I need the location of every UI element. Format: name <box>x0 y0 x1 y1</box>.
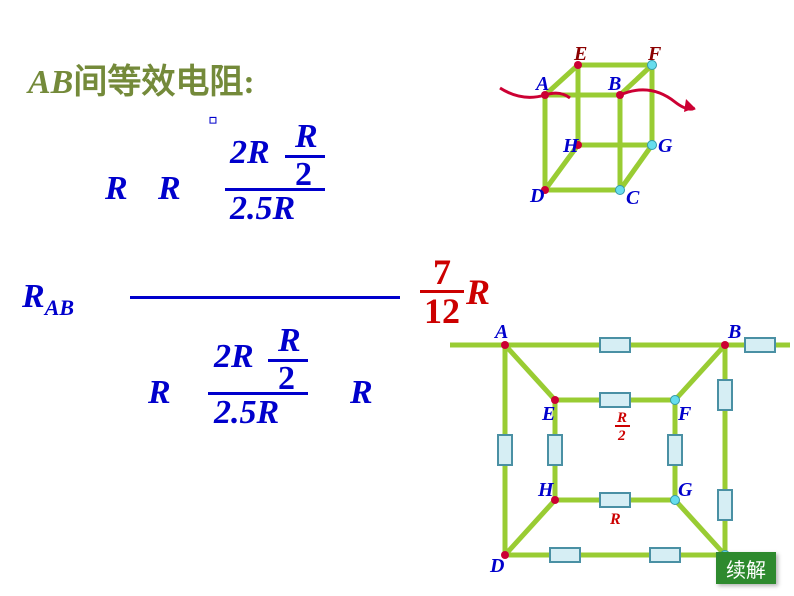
vertex-A: A <box>493 321 508 343</box>
page-title: AB间等效电阻: <box>28 54 255 103</box>
vertex-G: G <box>658 135 673 157</box>
formula-RAB: RAB <box>22 278 74 321</box>
title-ab: AB <box>28 64 73 101</box>
formula-R: R <box>105 170 128 208</box>
continue-button[interactable]: 续解 <box>716 552 776 584</box>
title-text: 间等效电阻: <box>73 64 254 101</box>
label-R: R <box>609 511 621 528</box>
result-fraction: 7 12 R <box>420 254 490 329</box>
vertex-F: F <box>677 403 692 425</box>
formula-R-num: R <box>278 322 301 360</box>
formula-25R: 2.5R <box>214 394 279 432</box>
vertex-H: H <box>537 479 555 501</box>
label-R-over-2-den: 2 <box>617 428 626 444</box>
label-R-over-2-num: R <box>616 410 627 426</box>
vertex-C: C <box>626 187 640 209</box>
formula-2R: 2R <box>230 134 270 172</box>
vertex-A: A <box>534 73 549 95</box>
vertex-E: E <box>573 43 587 65</box>
formula-dot: ▫ <box>208 105 218 137</box>
vertex-E: E <box>541 403 555 425</box>
vertex-F: F <box>647 43 662 65</box>
frac-line-main <box>130 296 400 299</box>
vertex-D: D <box>529 185 544 207</box>
cube-diagram: A B E F G H D C <box>490 40 710 220</box>
vertex-D: D <box>489 555 504 577</box>
formula-R: R <box>148 374 171 412</box>
formula-2R: 2R <box>214 338 254 376</box>
vertex-B: B <box>607 73 621 95</box>
vertex-G: G <box>678 479 693 501</box>
formula-R: R <box>158 170 181 208</box>
circuit-diagram: A B E F H G D C R 2 R <box>450 320 790 590</box>
vertex-B: B <box>727 321 741 343</box>
formula-R: R <box>350 374 373 412</box>
formula-25R: 2.5R <box>230 190 295 228</box>
formula-R-num: R <box>295 118 318 156</box>
vertex-H: H <box>562 135 580 157</box>
